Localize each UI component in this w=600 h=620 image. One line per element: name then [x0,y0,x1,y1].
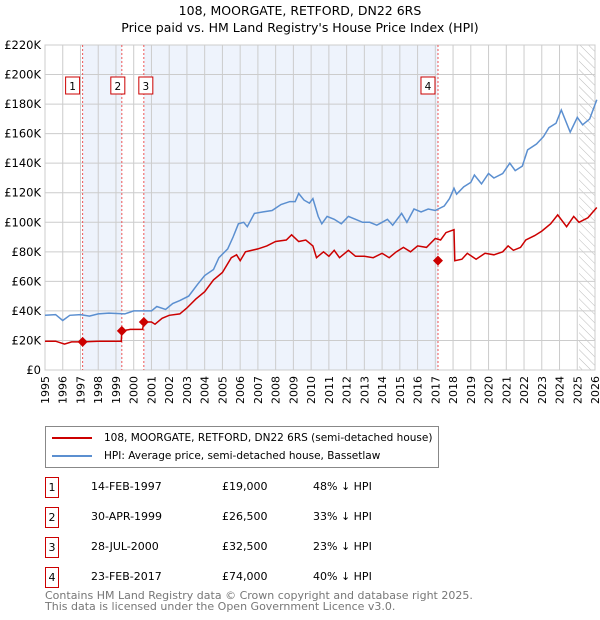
x-tick-label: 2001 [145,376,158,404]
x-tick-label: 2005 [216,376,229,404]
sale-hpi-diff: 48% ↓ HPI [313,480,372,493]
x-tick-label: 2000 [128,376,141,404]
x-tick-label: 1996 [57,376,70,404]
x-tick-label: 2014 [376,376,389,404]
sale-hpi-diff: 23% ↓ HPI [313,540,372,553]
sale-price: £26,500 [222,510,268,523]
x-tick-label: 2021 [500,376,513,404]
sale-price: £32,500 [222,540,268,553]
sale-marker-box [138,76,154,95]
y-tick-label: £80K [12,245,42,259]
y-tick-label: £120K [4,186,41,200]
x-tick-label: 2022 [518,376,531,404]
sale-point [116,325,127,336]
y-tick-label: £160K [4,127,41,141]
footer-line-1: Contains HM Land Registry data © Crown c… [45,589,473,602]
y-tick-label: £40K [12,304,42,318]
sale-date: 30-APR-1999 [91,510,163,523]
legend-swatch-red [52,437,92,439]
sale-marker-label: 1 [69,81,76,93]
x-tick-label: 2026 [589,376,600,404]
sale-point [77,336,88,347]
y-tick-label: £100K [4,215,41,229]
sale-marker-badge: 4 [45,567,59,588]
sale-price: £19,000 [222,480,268,493]
x-tick-label: 2017 [429,376,442,404]
sale-date: 14-FEB-1997 [91,480,162,493]
x-tick-label: 2023 [536,376,549,404]
sale-marker-box [65,76,81,95]
x-tick-label: 2006 [234,376,247,404]
x-tick-label: 1997 [74,376,87,404]
y-tick-label: £0 [26,363,41,377]
plot-frame [44,44,596,371]
sale-marker-badge: 1 [45,477,59,498]
sale-marker-label: 2 [114,81,121,93]
shaded-period [143,45,438,370]
legend: 108, MOORGATE, RETFORD, DN22 6RS (semi-d… [45,426,439,468]
y-tick-label: £180K [4,97,41,111]
sale-marker-badge: 3 [45,537,59,558]
x-tick-label: 1999 [110,376,123,404]
x-tick-label: 1998 [92,376,105,404]
x-tick-label: 2010 [305,376,318,404]
series-line [44,99,598,322]
x-tick-label: 2020 [483,376,496,404]
y-tick-label: £20K [12,333,42,347]
sale-marker-label: 4 [425,81,432,93]
x-tick-label: 2025 [571,376,584,404]
x-tick-label: 2018 [447,376,460,404]
series-line [45,207,598,345]
footer-line-2: This data is licensed under the Open Gov… [45,600,396,613]
x-tick-label: 2019 [465,376,478,404]
sale-point [432,255,443,266]
x-tick-label: 2002 [163,376,176,404]
sale-date: 28-JUL-2000 [91,540,159,553]
x-tick-label: 2003 [181,376,194,404]
x-tick-label: 2024 [554,376,567,404]
x-tick-label: 2012 [341,376,354,404]
y-tick-label: £200K [4,68,41,82]
sale-point [138,316,149,327]
sale-marker-box [420,76,436,95]
sale-marker-label: 3 [142,81,149,93]
x-tick-label: 2009 [287,376,300,404]
legend-label-hpi: HPI: Average price, semi-detached house,… [104,450,381,462]
x-tick-label: 2015 [394,376,407,404]
y-tick-label: £60K [12,274,42,288]
x-tick-label: 2007 [252,376,265,404]
sale-marker-badge: 2 [45,507,59,528]
x-tick-label: 2008 [270,376,283,404]
y-tick-label: £220K [4,38,41,52]
x-tick-label: 1995 [39,376,52,404]
sale-date: 23-FEB-2017 [91,570,162,583]
sale-marker-box [110,76,126,95]
y-tick-label: £140K [4,156,41,170]
x-tick-label: 2016 [412,376,425,404]
forecast-hatch [579,45,595,370]
chart-subtitle: Price paid vs. HM Land Registry's House … [121,20,479,35]
x-tick-label: 2013 [358,376,371,404]
sale-hpi-diff: 33% ↓ HPI [313,510,372,523]
sale-price: £74,000 [222,570,268,583]
chart-title: 108, MOORGATE, RETFORD, DN22 6RS [178,3,422,18]
sale-hpi-diff: 40% ↓ HPI [313,570,372,583]
x-tick-label: 2011 [323,376,336,404]
x-tick-label: 2004 [199,376,212,404]
footer: Contains HM Land Registry data © Crown c… [45,590,473,612]
legend-label-property: 108, MOORGATE, RETFORD, DN22 6RS (semi-d… [104,432,433,444]
legend-swatch-blue [52,455,92,457]
price-chart: 1995 1996 1997 1998 1999 2000 2001 2002 2003 2004… [4,38,600,404]
